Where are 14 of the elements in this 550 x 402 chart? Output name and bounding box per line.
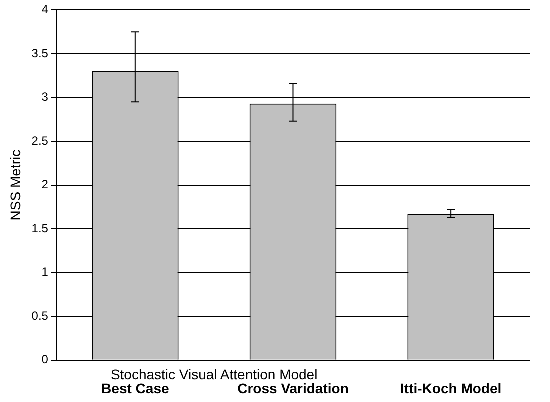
y-tick-label: 2.5 <box>32 134 49 148</box>
y-axis-title: NSS Metric <box>7 150 24 221</box>
x-tick-label: Itti-Koch Model <box>400 380 502 396</box>
text: Stochastic Visual Attention Model <box>110 366 318 382</box>
y-tick-label: 1.5 <box>32 221 49 236</box>
x-tick-label: Cross Varidation <box>238 380 349 396</box>
y-tick-label: 1 <box>42 265 49 280</box>
y-tick-label: 4 <box>42 2 49 17</box>
y-tick-label: 0 <box>42 352 49 367</box>
y-tick-label: 3 <box>42 90 49 104</box>
x-tick-label: Best Case <box>102 380 170 396</box>
y-tick-label: 3.5 <box>32 46 49 60</box>
y-tick-label: 2 <box>42 178 49 192</box>
y-tick-label: 0.5 <box>32 308 49 323</box>
